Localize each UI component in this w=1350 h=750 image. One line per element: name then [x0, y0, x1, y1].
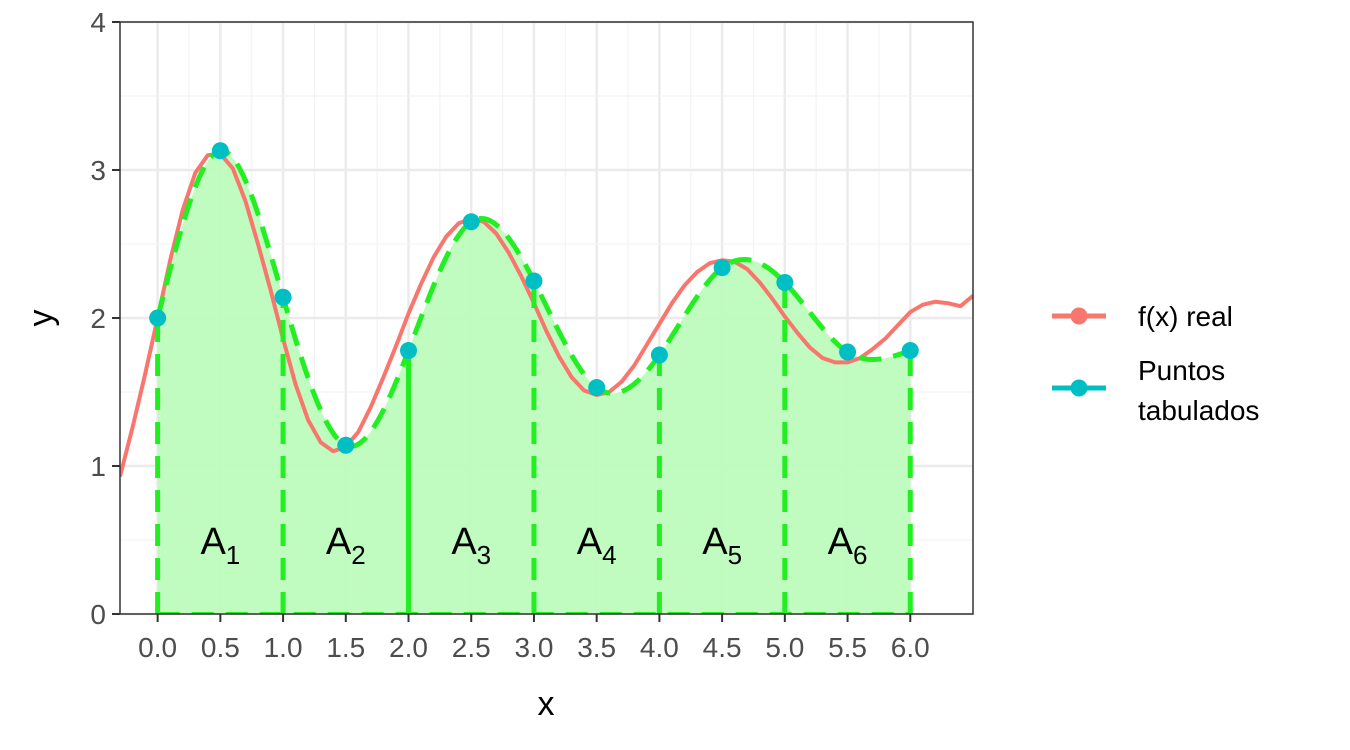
y-axis: 0 1 2 3 4 — [90, 7, 120, 630]
y-tick-label: 0 — [90, 599, 106, 630]
tabulated-point — [650, 346, 668, 364]
legend-key-point-puntos — [1070, 379, 1088, 397]
tabulated-point — [149, 309, 167, 327]
series-f-real — [120, 151, 973, 477]
y-tick-label: 1 — [90, 451, 106, 482]
x-axis: 0.0 0.5 1.0 1.5 2.0 2.5 3.0 3.5 4.0 4.5 5.0 5.5 6.0 — [138, 614, 930, 663]
legend-label-tabulados: tabulados — [1138, 395, 1259, 426]
x-tick-label: 5.5 — [828, 632, 867, 663]
legend-key-point-f-real — [1070, 307, 1088, 325]
legend: f(x) real Puntos tabulados — [1052, 301, 1259, 426]
y-tick-label: 2 — [90, 303, 106, 334]
x-tick-label: 2.0 — [389, 632, 428, 663]
area-labels: A1 A2 A3 A4 A5 A6 — [200, 521, 867, 570]
tabulated-points — [149, 142, 919, 454]
tabulated-point — [211, 142, 229, 160]
x-tick-label: 4.5 — [703, 632, 742, 663]
x-tick-label: 3.0 — [514, 632, 553, 663]
x-axis-title: x — [538, 685, 555, 723]
tabulated-point — [337, 436, 355, 454]
area-label: A1 — [200, 521, 240, 570]
area-label-subscript: 5 — [728, 540, 742, 570]
x-tick-label: 6.0 — [891, 632, 930, 663]
area-label-subscript: 1 — [226, 540, 240, 570]
x-tick-label: 0.0 — [138, 632, 177, 663]
tabulated-point — [588, 379, 606, 397]
x-tick-label: 1.5 — [326, 632, 365, 663]
area-label-main: A — [702, 521, 728, 563]
tabulated-point — [274, 288, 292, 306]
area-label-subscript: 3 — [477, 540, 491, 570]
area-label-main: A — [200, 521, 226, 563]
x-tick-label: 2.5 — [452, 632, 491, 663]
interpolation-fill — [157, 150, 911, 614]
legend-label-puntos: Puntos — [1138, 355, 1225, 386]
area-label-subscript: 2 — [351, 540, 365, 570]
x-tick-label: 4.0 — [640, 632, 679, 663]
area-label-subscript: 4 — [602, 540, 616, 570]
tabulated-point — [839, 343, 857, 361]
interpolation-area — [157, 150, 911, 614]
area-label: A4 — [577, 521, 617, 570]
tabulated-point — [776, 273, 794, 291]
x-tick-label: 3.5 — [577, 632, 616, 663]
line-f-real — [120, 151, 973, 477]
area-label: A5 — [702, 521, 742, 570]
legend-label-f-real: f(x) real — [1138, 301, 1233, 332]
area-label: A3 — [451, 521, 491, 570]
x-tick-label: 1.0 — [264, 632, 303, 663]
area-label-subscript: 6 — [853, 540, 867, 570]
area-label-main: A — [577, 521, 603, 563]
area-label-main: A — [326, 521, 352, 563]
area-label: A2 — [326, 521, 366, 570]
area-label-main: A — [828, 521, 854, 563]
x-tick-label: 0.5 — [201, 632, 240, 663]
tabulated-point — [525, 272, 543, 290]
tabulated-point — [713, 259, 731, 277]
tabulated-point — [400, 342, 418, 360]
y-tick-label: 3 — [90, 155, 106, 186]
area-label: A6 — [828, 521, 868, 570]
y-tick-label: 4 — [90, 7, 106, 38]
tabulated-point — [901, 342, 919, 360]
area-label-main: A — [451, 521, 477, 563]
y-axis-title: y — [22, 310, 60, 327]
tabulated-point — [462, 213, 480, 231]
x-tick-label: 5.0 — [765, 632, 804, 663]
